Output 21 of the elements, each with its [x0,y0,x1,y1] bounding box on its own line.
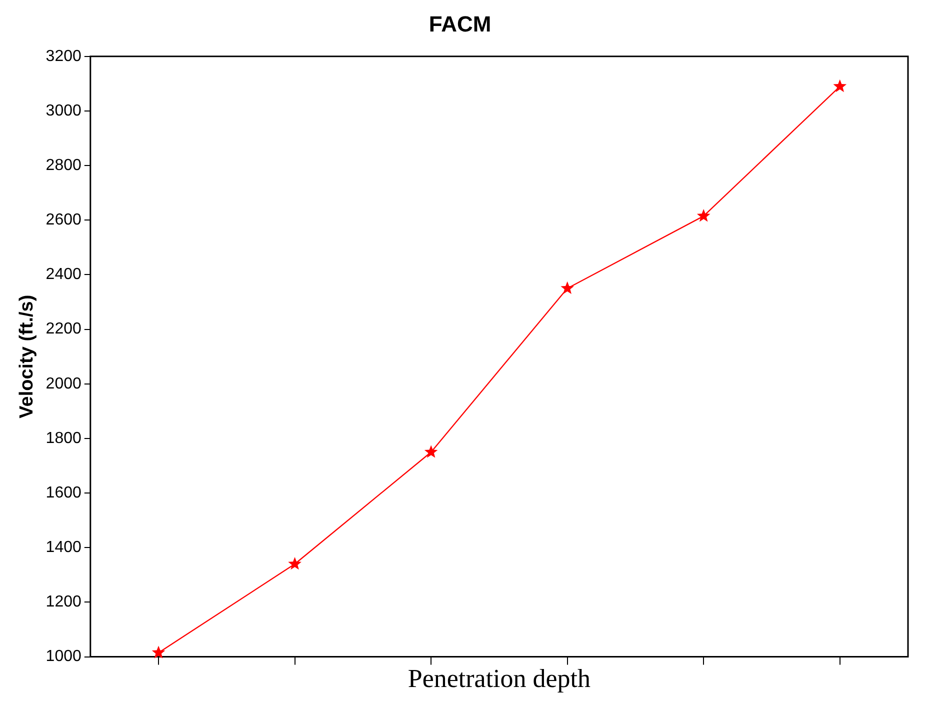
y-tick-label: 2800 [46,156,82,174]
point [152,646,166,658]
y-tick-label: 1600 [46,484,82,502]
y-tick-label: 1000 [46,648,82,666]
y-tick-label: 1400 [46,539,82,556]
chart-title: FACM [428,11,492,36]
y-tick-label: 2000 [46,375,82,392]
y-tick-label: 2400 [46,266,82,284]
y-tick-label: 1800 [46,430,82,447]
y-tick-label: 3200 [46,48,82,65]
point [424,445,438,458]
y-tick-label: 3000 [46,102,82,120]
y-tick-label: 1200 [46,594,82,611]
x-axis-title: Penetration depth [408,664,591,694]
y-tick-label: 2200 [46,320,82,338]
y-tick-label: 2600 [46,212,82,229]
point [288,557,302,570]
y-axis-title: Velocity (ft./s) [16,294,38,418]
point [560,281,574,294]
point [833,79,847,92]
point [696,209,710,222]
